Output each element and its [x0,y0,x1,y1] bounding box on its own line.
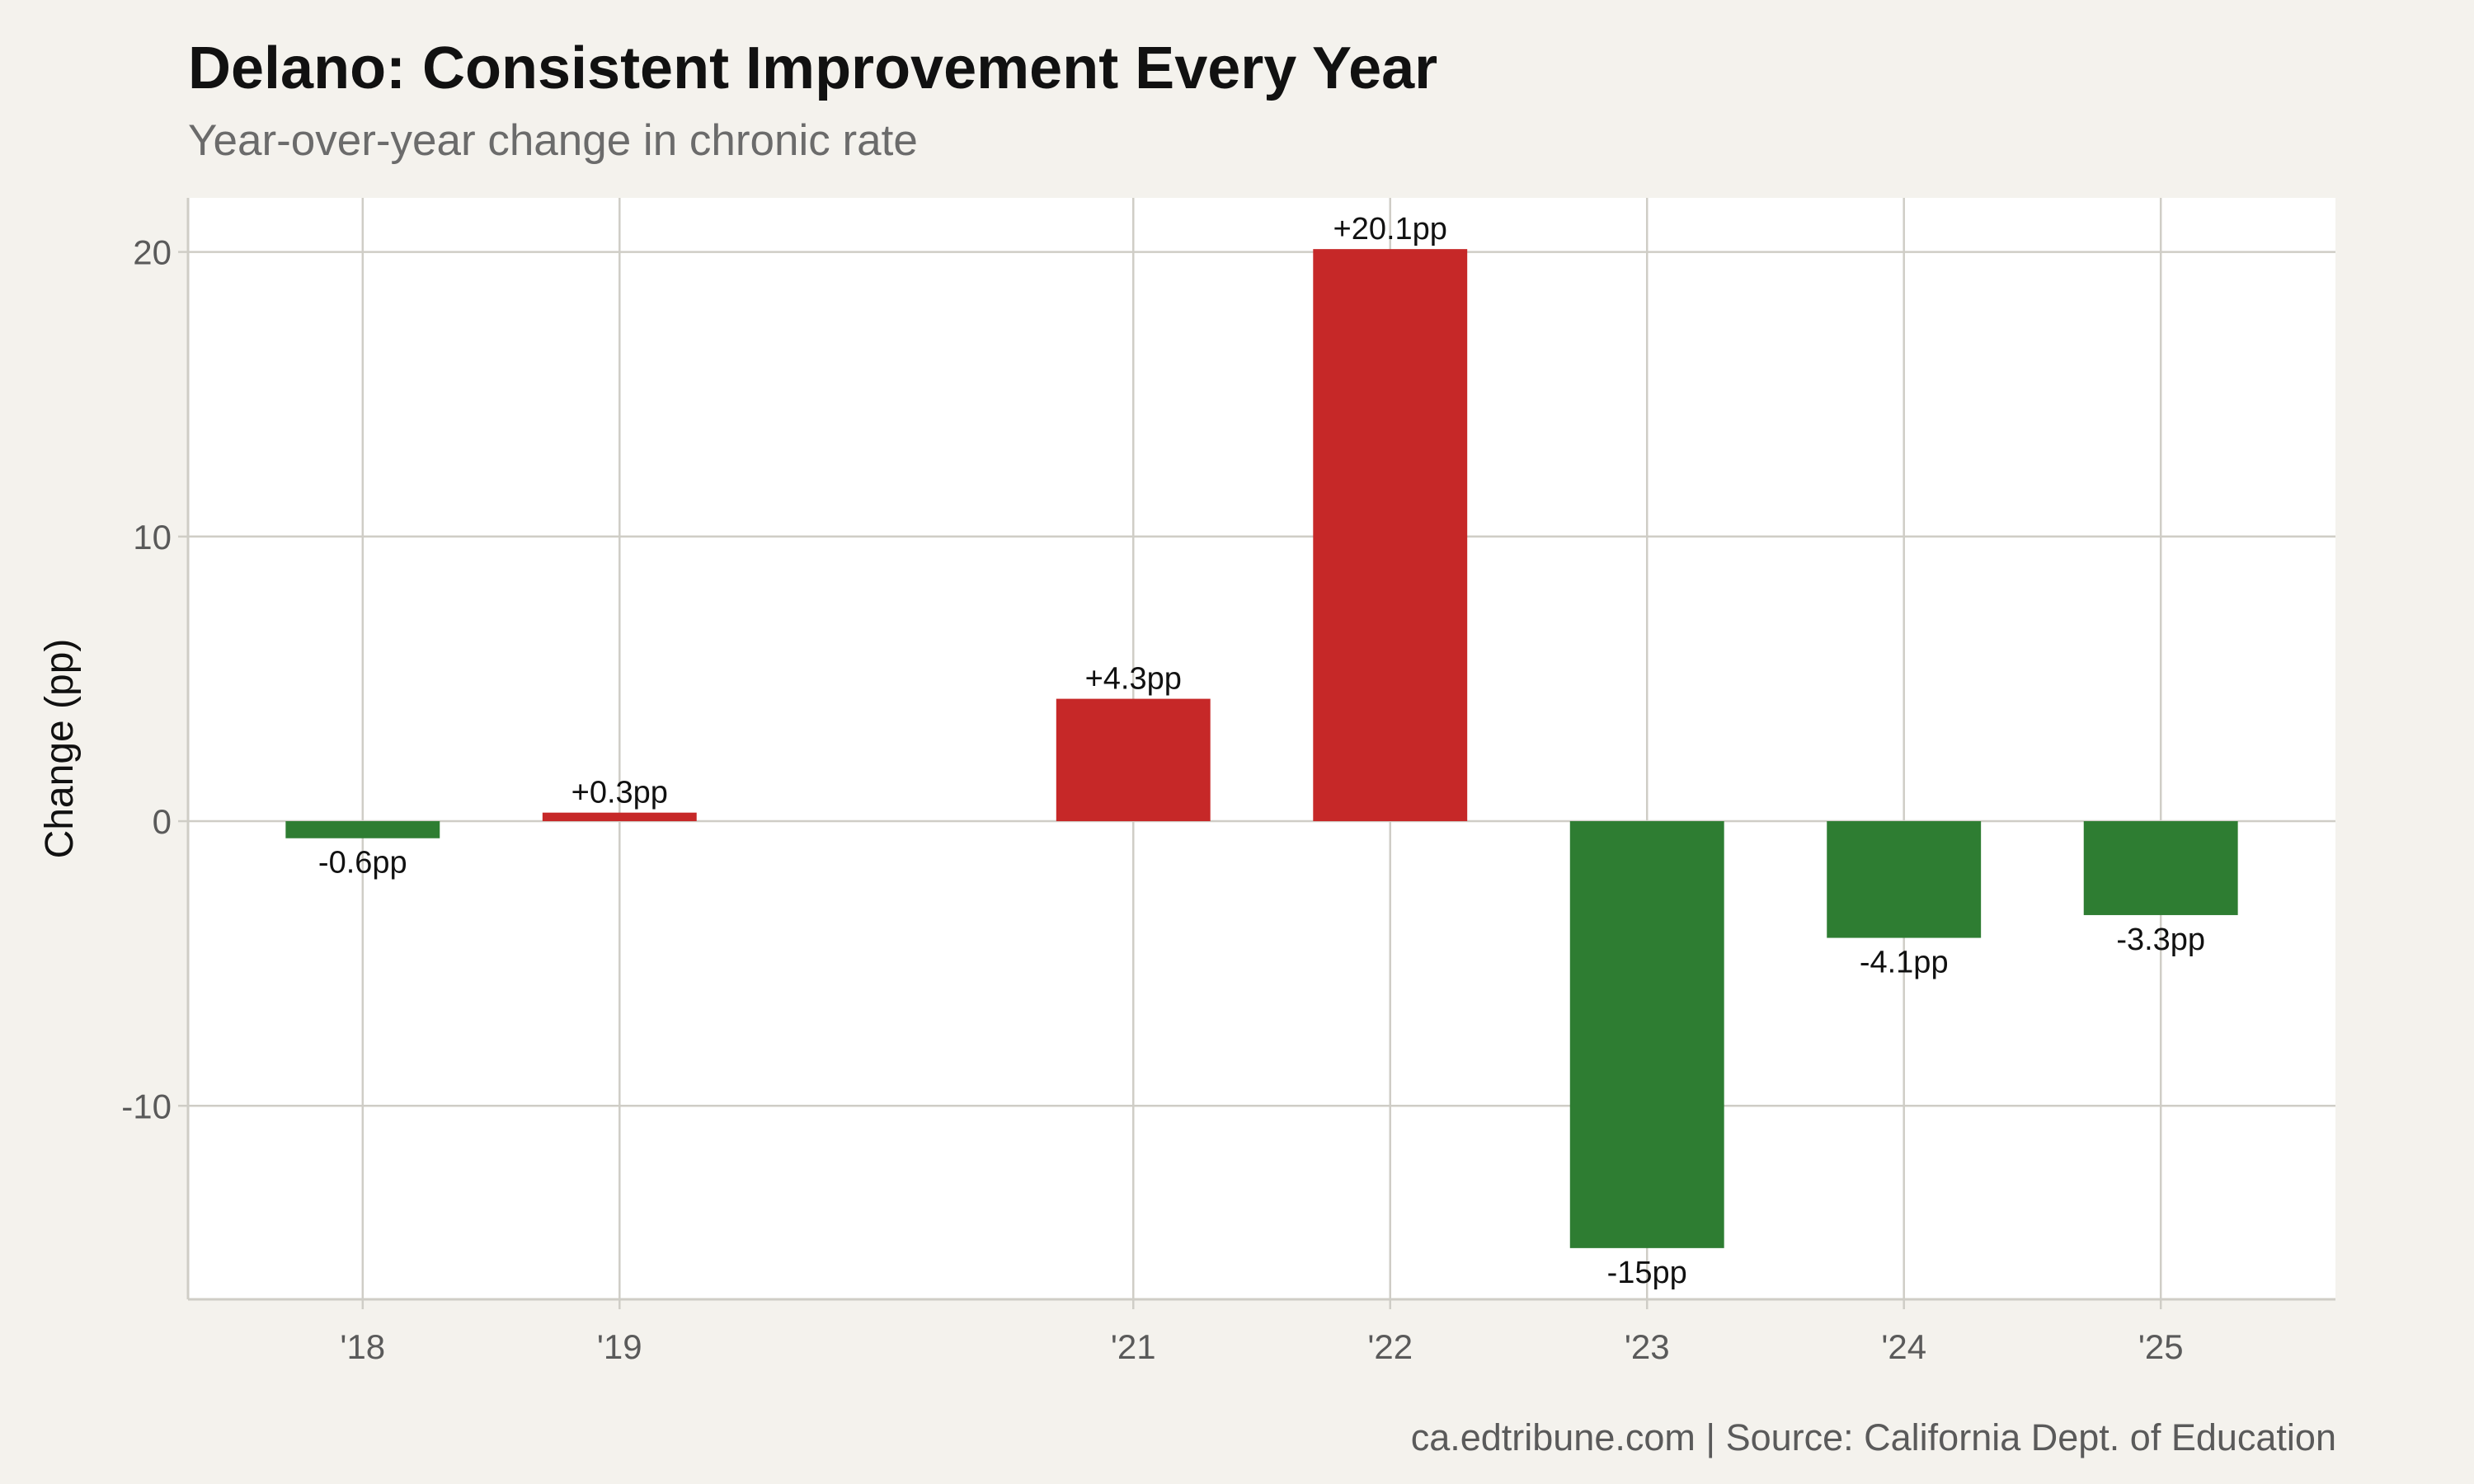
x-tick-label: '25 [2138,1327,2184,1366]
y-tick-label: 20 [133,233,172,272]
data-label: +20.1pp [1333,212,1447,247]
chart-subtitle: Year-over-year change in chronic rate [188,116,918,165]
x-tick-label: '21 [1111,1327,1156,1366]
x-tick-label: '24 [1881,1327,1926,1366]
y-tick-label: 10 [133,518,172,556]
data-label: -0.6pp [318,846,407,881]
bar-19 [542,812,697,822]
bar-18 [285,821,440,838]
bar-25 [2083,821,2238,915]
chart-title: Delano: Consistent Improvement Every Yea… [188,35,1438,101]
data-label: +4.3pp [1085,662,1182,697]
data-label: +0.3pp [571,776,668,810]
y-tick-label: -10 [121,1087,172,1125]
x-tick-label: '22 [1367,1327,1413,1366]
axes: 20 10 0 -10 '18 '19 '21 '22 '23 '24 '25 [121,198,2335,1366]
x-tick-label: '19 [597,1327,642,1366]
y-tick-label: 0 [153,802,172,841]
bar-22 [1313,249,1468,822]
data-label: -15pp [1607,1256,1687,1290]
bar-23 [1569,821,1724,1248]
plot-panel [188,198,2335,1299]
bar-24 [1827,821,1982,938]
x-tick-label: '23 [1625,1327,1670,1366]
y-axis-label: Change (pp) [38,639,82,859]
chart-caption: ca.edtribune.com | Source: California De… [1410,1416,2336,1458]
data-label: -3.3pp [2116,923,2205,957]
x-tick-label: '18 [340,1327,385,1366]
bar-21 [1056,698,1211,822]
data-label: -4.1pp [1860,946,1949,980]
bars [285,249,2238,1248]
data-labels: -0.6pp +0.3pp +4.3pp +20.1pp -15pp -4.1pp -3.3… [318,212,2205,1290]
